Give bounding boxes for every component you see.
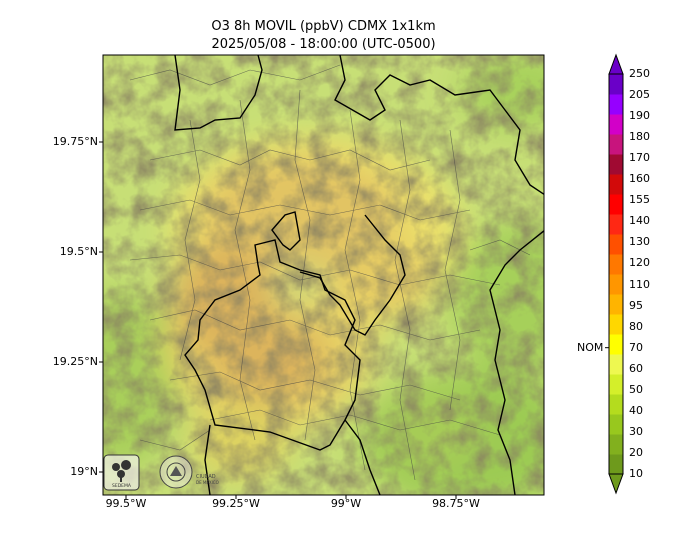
colorbar-tick-label: 140 — [629, 214, 650, 228]
x-tick-label-98-75W: 98.75°W — [432, 497, 480, 510]
map-canvas — [103, 55, 544, 495]
colorbar-tick-label: 70 — [629, 340, 643, 354]
colorbar-segment — [609, 334, 623, 355]
colorbar-segment — [609, 374, 623, 395]
colorbar-segment — [609, 94, 623, 115]
colorbar-max-extension — [608, 53, 624, 75]
x-tick-label-99W: 99°W — [330, 497, 362, 510]
y-tick-label-19-5N: 19.5°N — [59, 245, 98, 258]
colorbar-tick-label: 40 — [629, 403, 643, 417]
colorbar-tick-label: 95 — [629, 298, 643, 312]
state-boundaries — [174, 55, 544, 495]
colorbar-tick-label: 110 — [629, 277, 650, 291]
colorbar-segment — [609, 394, 623, 415]
colorbar-segment — [609, 174, 623, 195]
colorbar-tick-label: 130 — [629, 235, 650, 249]
x-tick-label-99-25W: 99.25°W — [212, 497, 260, 510]
map-title: O3 8h MOVIL (ppbV) CDMX 1x1km — [211, 19, 436, 34]
colorbar-segment — [609, 194, 623, 215]
colorbar-segment — [609, 434, 623, 455]
colorbar-tick-label: 180 — [629, 130, 650, 144]
colorbar-tick-label: 60 — [629, 361, 643, 375]
colorbar-segment — [609, 74, 623, 95]
colorbar-segment — [609, 274, 623, 295]
colorbar-tick-label: 120 — [629, 256, 650, 270]
svg-text:DE MÉXICO: DE MÉXICO — [196, 480, 219, 485]
nom-marker-label: NOM — [577, 340, 604, 354]
svg-text:CIUDAD: CIUDAD — [196, 474, 216, 480]
colorbar-segment — [609, 454, 623, 475]
colorbar-tick-label: 20 — [629, 445, 643, 459]
colorbar-tick-label: 250 — [629, 67, 650, 80]
colorbar-segment — [609, 354, 623, 375]
colorbar-segment — [609, 134, 623, 155]
colorbar-tick-label: 80 — [629, 319, 643, 333]
colorbar-tick-label: 160 — [629, 172, 650, 186]
y-tick-label-19N: 19°N — [70, 465, 98, 478]
colorbar-frame — [608, 73, 624, 475]
colorbar-tick-label: 155 — [629, 193, 650, 207]
svg-text:SEDEMA: SEDEMA — [112, 483, 132, 489]
colorbar-segment — [609, 154, 623, 175]
colorbar-segment — [609, 294, 623, 315]
map-subtitle: 2025/05/08 - 18:00:00 (UTC-0500) — [211, 37, 436, 52]
colorbar-segment — [609, 414, 623, 435]
colorbar-tick-label: 190 — [629, 109, 650, 123]
x-tick-label-99-5W: 99.5°W — [105, 497, 147, 510]
colorbar-segment — [609, 234, 623, 255]
colorbar-tick-label: 10 — [629, 467, 643, 480]
sedema-logo: SEDEMA — [103, 454, 140, 491]
colorbar — [605, 53, 624, 495]
colorbar-segment — [609, 254, 623, 275]
y-tick-label-19-25N: 19.25°N — [52, 355, 98, 368]
colorbar-tick-label: 205 — [629, 88, 650, 102]
colorbar-segment — [609, 214, 623, 235]
colorbar-min-extension — [608, 473, 624, 495]
axis-ticks — [99, 141, 457, 499]
colorbar-tick-label: 50 — [629, 382, 643, 396]
colorbar-tick-label: 30 — [629, 424, 643, 438]
y-tick-label-19-75N: 19.75°N — [52, 135, 98, 148]
colorbar-tick-label: 170 — [629, 151, 650, 165]
cdmx-seal: CIUDAD DE MÉXICO — [159, 455, 219, 489]
map-frame — [102, 54, 545, 496]
colorbar-segment — [609, 114, 623, 135]
colorbar-segment — [609, 314, 623, 335]
